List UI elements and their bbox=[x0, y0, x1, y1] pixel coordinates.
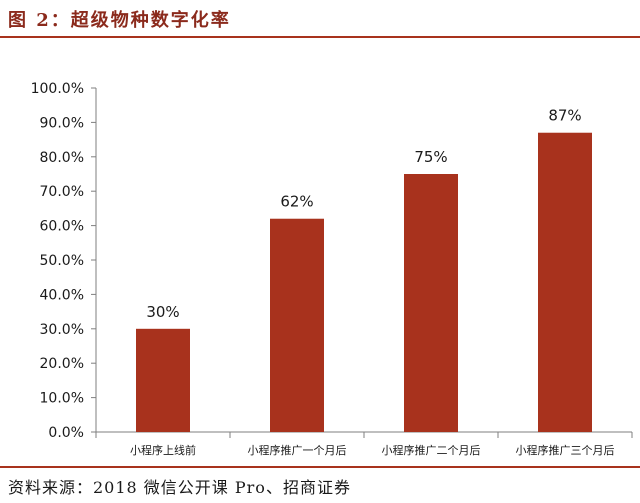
y-tick-label: 50.0% bbox=[40, 253, 84, 269]
bar-chart: 0.0% 10.0% 20.0% 30.0% 40.0% 50.0% 60.0% 70.0% 8… bbox=[31, 81, 633, 457]
bar-value-label: 87% bbox=[548, 107, 581, 125]
y-tick-label: 10.0% bbox=[40, 391, 84, 407]
bars bbox=[136, 132, 592, 432]
x-category-label: 小程序推广三个月后 bbox=[516, 443, 615, 457]
y-tick-label: 20.0% bbox=[40, 356, 84, 372]
x-axis: 小程序上线前 小程序推广一个月后 小程序推广二个月后 小程序推广三个月后 bbox=[95, 431, 633, 457]
x-category-label: 小程序上线前 bbox=[130, 443, 196, 457]
source-rule bbox=[0, 466, 640, 468]
bar-value-label: 75% bbox=[414, 148, 447, 166]
data-labels: 30% 62% 75% 87% bbox=[146, 107, 581, 321]
figure-title: 图 2：超级物种数字化率 bbox=[8, 10, 231, 31]
y-tick-label: 40.0% bbox=[40, 287, 84, 303]
title-rule bbox=[0, 36, 640, 38]
y-tick-label: 60.0% bbox=[40, 219, 84, 235]
y-axis: 0.0% 10.0% 20.0% 30.0% 40.0% 50.0% 60.0% 70.0% 8… bbox=[31, 81, 97, 441]
y-tick-label: 90.0% bbox=[40, 115, 84, 131]
bar bbox=[136, 328, 190, 432]
bar-value-label: 30% bbox=[146, 303, 179, 321]
y-tick-label: 30.0% bbox=[40, 322, 84, 338]
y-tick-label: 80.0% bbox=[40, 150, 84, 166]
y-tick-label: 70.0% bbox=[40, 184, 84, 200]
x-category-label: 小程序推广一个月后 bbox=[248, 443, 347, 457]
x-category-label: 小程序推广二个月后 bbox=[382, 443, 481, 457]
bar bbox=[538, 132, 592, 432]
figure-source: 资料来源：2018 微信公开课 Pro、招商证券 bbox=[8, 478, 351, 497]
y-tick-label: 100.0% bbox=[31, 81, 84, 97]
bar bbox=[270, 218, 324, 432]
bar-value-label: 62% bbox=[280, 193, 313, 211]
bar bbox=[404, 174, 458, 432]
y-tick-label: 0.0% bbox=[48, 425, 84, 441]
